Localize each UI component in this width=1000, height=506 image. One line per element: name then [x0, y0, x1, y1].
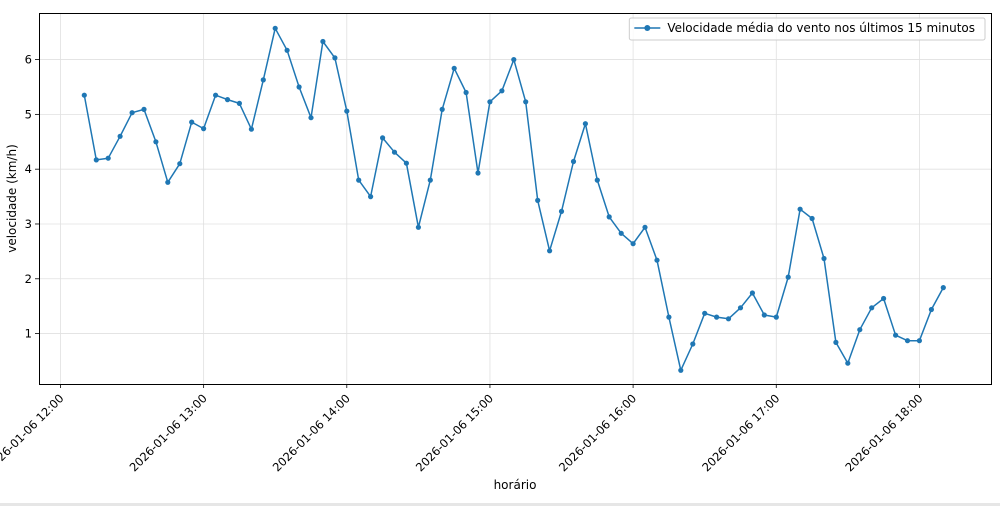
data-point: [749, 290, 756, 296]
data-point: [511, 57, 517, 63]
legend-marker: [644, 25, 651, 31]
data-point: [857, 327, 863, 333]
data-point: [582, 121, 589, 127]
data-point: [725, 316, 732, 322]
data-point: [869, 305, 875, 311]
data-point: [439, 106, 445, 112]
data-point: [487, 99, 493, 105]
x-tick-label: 2026-01-06 14:00: [270, 391, 353, 474]
data-point: [284, 47, 290, 53]
data-point: [391, 149, 398, 155]
data-point: [881, 295, 887, 302]
data-point: [213, 92, 219, 98]
y-tick-label: 6: [25, 53, 32, 67]
data-point: [833, 339, 839, 345]
legend-box: [628, 17, 986, 41]
x-tick-label: 2026-01-06 18:00: [842, 391, 925, 474]
data-point: [606, 214, 612, 220]
data-point: [117, 133, 123, 139]
data-point: [654, 257, 660, 263]
data-point: [415, 224, 421, 230]
data-point: [642, 224, 648, 230]
data-point: [224, 97, 231, 103]
data-point: [93, 157, 99, 163]
data-point: [403, 160, 409, 166]
data-point: [535, 197, 541, 203]
data-point: [618, 230, 624, 236]
data-point: [678, 367, 684, 373]
data-point: [702, 310, 708, 316]
data-point: [761, 312, 767, 318]
data-point: [797, 206, 803, 212]
data-point: [201, 126, 207, 132]
data-point: [523, 99, 529, 105]
data-point: [332, 55, 338, 61]
data-point: [177, 161, 183, 167]
series-layer: [81, 25, 946, 373]
data-point: [570, 158, 577, 165]
data-point: [165, 179, 171, 185]
data-point: [904, 338, 911, 344]
data-point: [296, 84, 302, 90]
data-point: [773, 314, 779, 320]
x-axis-ticks: 2026-01-06 12:00 2026-01-06 13:00 2026-01-…: [0, 384, 926, 474]
data-point: [690, 341, 696, 347]
data-point: [821, 255, 827, 262]
data-point: [189, 119, 195, 125]
y-tick-label: 2: [25, 272, 32, 286]
data-point: [845, 360, 851, 366]
data-point: [499, 88, 505, 94]
data-point: [893, 332, 899, 338]
data-point: [714, 314, 720, 320]
data-point: [344, 108, 350, 114]
x-tick-label: 2026-01-06 12:00: [0, 391, 67, 474]
x-tick-label: 2026-01-06 13:00: [127, 391, 210, 474]
legend-label: Velocidade média do vento nos últimos 15…: [667, 21, 975, 35]
data-point: [356, 177, 362, 183]
data-point: [427, 177, 433, 183]
y-axis-ticks: 1 2 3 4 5 6: [25, 53, 39, 341]
y-tick-label: 3: [25, 217, 32, 231]
plot-background: [39, 13, 991, 384]
legend: Velocidade média do vento nos últimos 15…: [628, 17, 986, 41]
data-point: [928, 306, 935, 313]
data-point: [475, 170, 481, 176]
data-point: [737, 305, 744, 311]
data-point: [105, 155, 111, 161]
y-axis-label: velocidade (km/h): [5, 144, 19, 253]
data-point: [594, 177, 600, 183]
data-point: [547, 248, 553, 254]
data-point: [81, 92, 87, 98]
data-point: [785, 274, 791, 280]
data-point: [308, 115, 314, 121]
data-point: [451, 65, 457, 71]
data-point: [463, 89, 469, 96]
data-point: [236, 100, 242, 106]
y-tick-label: 4: [25, 162, 32, 176]
data-point: [260, 77, 266, 83]
data-point: [558, 208, 565, 214]
x-tick-label: 2026-01-06 17:00: [699, 391, 782, 474]
x-tick-label: 2026-01-06 16:00: [556, 391, 639, 474]
data-point: [630, 241, 636, 247]
x-tick-label: 2026-01-06 15:00: [413, 391, 496, 474]
data-point: [141, 106, 147, 112]
data-point: [272, 25, 278, 31]
data-point: [380, 135, 386, 141]
data-point: [129, 110, 135, 116]
bottom-rule: [0, 503, 1000, 506]
y-tick-label: 1: [25, 327, 32, 341]
data-point: [809, 215, 815, 222]
data-point: [153, 139, 159, 145]
data-point: [916, 338, 923, 344]
x-axis-label: horário: [494, 478, 537, 492]
data-point: [940, 285, 946, 291]
data-point: [248, 126, 254, 132]
data-point: [320, 38, 326, 45]
data-point: [368, 194, 374, 200]
plot-frame: [39, 13, 992, 385]
data-point: [666, 314, 672, 320]
y-tick-label: 5: [25, 107, 32, 121]
